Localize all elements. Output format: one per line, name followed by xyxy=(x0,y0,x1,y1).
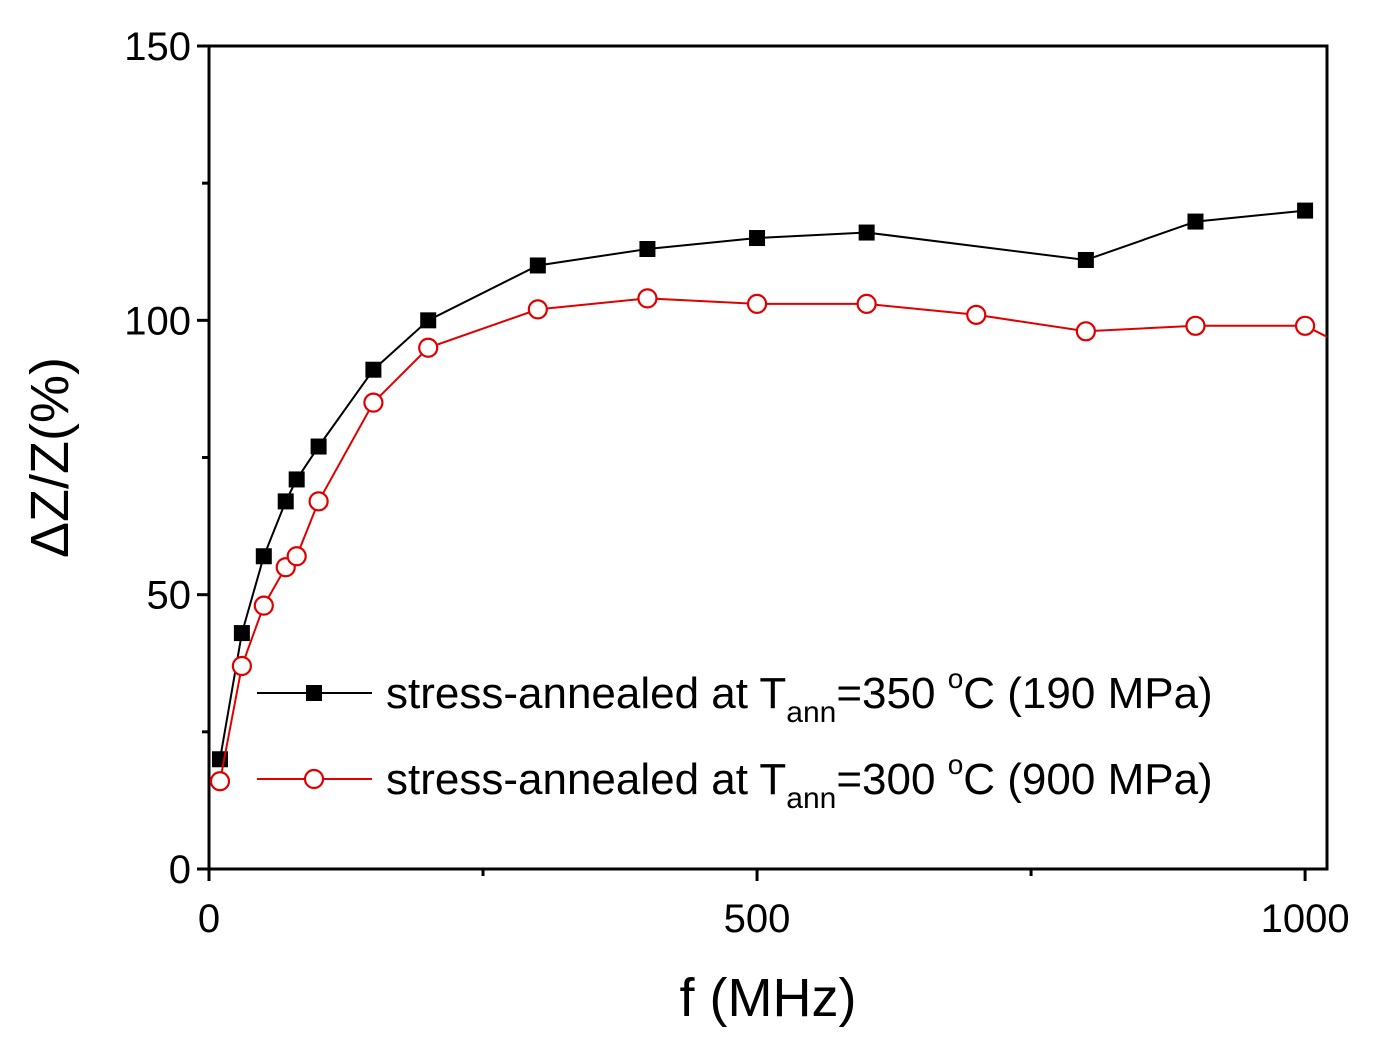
data-point xyxy=(746,293,768,314)
data-point xyxy=(308,491,329,512)
data-point xyxy=(1077,251,1094,268)
data-point xyxy=(858,224,875,241)
data-point xyxy=(1075,321,1096,342)
legend-label-post: C (190 MPa) xyxy=(963,669,1212,718)
data-point xyxy=(1297,202,1314,219)
y-axis-title: ΔZ/Z(%) xyxy=(20,357,80,558)
data-point xyxy=(363,392,384,413)
legend-label-sup: o xyxy=(948,663,964,694)
legend-label-mid: =300 xyxy=(836,755,947,804)
legend-label-mid: =350 xyxy=(836,669,947,718)
legend-item-2: stress-annealed at Tann=300 oC (900 MPa) xyxy=(257,749,1213,815)
legend: stress-annealed at Tann=350 oC (190 MPa)… xyxy=(257,663,1213,815)
legend-item-1: stress-annealed at Tann=350 oC (190 MPa) xyxy=(257,663,1213,729)
legend-label-pre: stress-annealed at T xyxy=(386,755,786,804)
data-point xyxy=(253,595,274,616)
data-point xyxy=(286,546,307,567)
data-point xyxy=(233,625,250,642)
data-point xyxy=(529,257,546,274)
data-point xyxy=(209,771,231,792)
y-tick-label: 150 xyxy=(124,25,191,69)
data-point xyxy=(1294,315,1316,336)
legend-label: stress-annealed at Tann=300 oC (900 MPa) xyxy=(386,749,1213,815)
legend-marker xyxy=(306,685,322,701)
data-point xyxy=(1187,213,1204,230)
data-point xyxy=(527,299,548,320)
data-point xyxy=(365,361,382,378)
legend-marker xyxy=(303,768,325,790)
x-tick-label: 500 xyxy=(724,897,791,941)
data-point xyxy=(255,548,272,565)
y-tick-label: 0 xyxy=(169,848,191,892)
legend-label: stress-annealed at Tann=350 oC (190 MPa) xyxy=(386,663,1213,729)
legend-label-post: C (900 MPa) xyxy=(963,755,1212,804)
axes: 0 500 1000 0 50 100 150 xyxy=(124,25,1349,941)
data-point xyxy=(288,471,305,488)
x-axis-title: f (MHz) xyxy=(680,968,857,1028)
data-point xyxy=(1185,315,1206,336)
data-point xyxy=(420,312,437,329)
data-point xyxy=(749,230,766,247)
x-tick-label: 0 xyxy=(198,897,220,941)
legend-label-sub: ann xyxy=(786,782,836,815)
data-point xyxy=(856,293,877,314)
data-point xyxy=(637,288,658,309)
series-layer xyxy=(209,202,1328,792)
data-point xyxy=(277,493,294,510)
data-point xyxy=(639,241,656,258)
legend-label-sup: o xyxy=(948,749,964,780)
y-tick-label: 50 xyxy=(147,574,192,618)
data-point xyxy=(310,438,327,455)
data-point xyxy=(966,304,987,325)
x-tick-label: 1000 xyxy=(1261,897,1350,941)
data-point xyxy=(418,337,439,358)
y-tick-label: 100 xyxy=(124,299,191,343)
plot-frame xyxy=(207,44,1329,871)
legend-label-sub: ann xyxy=(786,696,836,729)
series-1 xyxy=(211,202,1314,768)
legend-label-pre: stress-annealed at T xyxy=(386,669,786,718)
data-point xyxy=(231,655,252,677)
series-2 xyxy=(209,288,1328,792)
